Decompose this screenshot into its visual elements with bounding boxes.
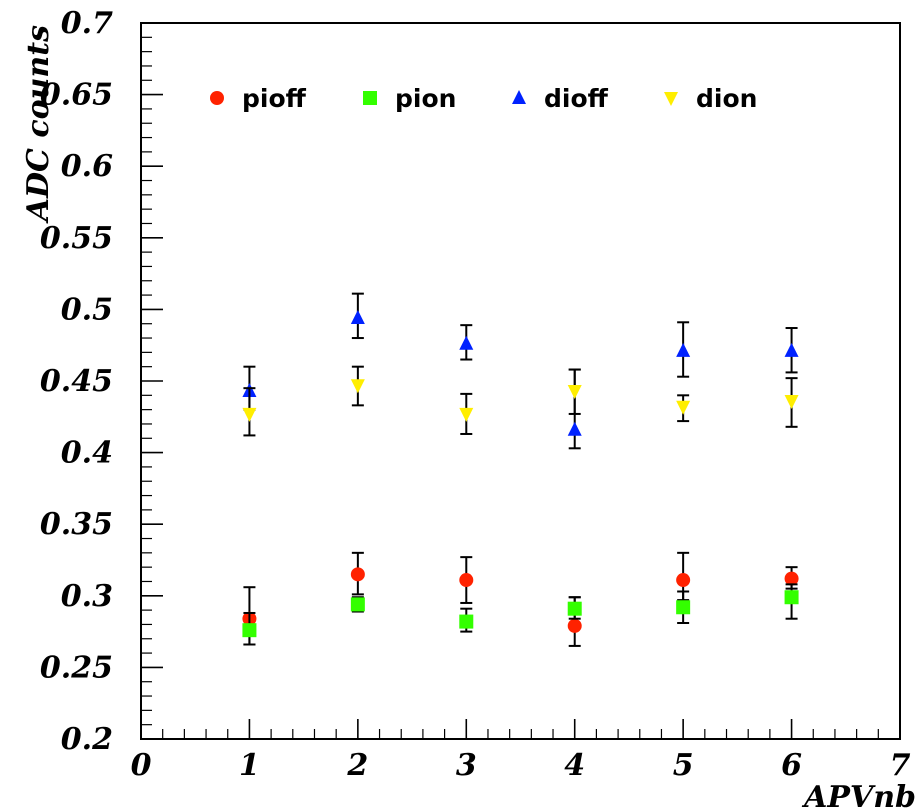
- legend-label-pioff: pioff: [242, 84, 307, 113]
- x-axis-title: APVnb: [801, 780, 916, 812]
- legend: pioff pion dioff dion: [210, 84, 757, 113]
- y-tick-label: 0.4: [61, 436, 113, 471]
- data-point-dion: [350, 379, 365, 394]
- data-point-pion: [459, 614, 474, 629]
- data-point-dioff: [350, 309, 365, 324]
- legend-item-pioff: pioff: [210, 84, 307, 113]
- y-tick-label: 0.25: [40, 650, 113, 685]
- x-tick-label: 6: [781, 748, 802, 783]
- y-tick-label: 0.3: [61, 579, 113, 614]
- data-point-pion: [676, 600, 691, 615]
- legend-marker-pioff: [210, 91, 224, 105]
- data-point-pioff: [676, 573, 691, 588]
- data-point-dioff: [459, 335, 474, 350]
- series-pioff: [242, 551, 799, 647]
- data-point-dion: [459, 407, 474, 422]
- data-point-dioff: [567, 421, 582, 436]
- data-point-dioff: [676, 342, 691, 357]
- y-tick-label: 0.65: [40, 78, 113, 113]
- x-tick-label: 0: [131, 748, 152, 783]
- axis-ticks: [140, 22, 901, 740]
- legend-marker-dion: [664, 92, 678, 106]
- legend-label-dion: dion: [696, 84, 757, 113]
- data-point-pioff: [350, 567, 365, 582]
- y-tick-label: 0.55: [40, 221, 113, 256]
- series-pion: [242, 583, 799, 646]
- series-layer: [242, 292, 799, 647]
- legend-label-dioff: dioff: [544, 84, 609, 113]
- x-tick-labels: 0 1 2 3 4 5 6 7: [131, 748, 911, 783]
- y-tick-label: 0.6: [61, 149, 113, 184]
- x-tick-label: 3: [456, 748, 477, 783]
- data-point-dion: [676, 400, 691, 415]
- data-point-pion: [350, 597, 365, 612]
- x-tick-label: 2: [346, 748, 368, 783]
- legend-marker-dioff: [512, 90, 526, 104]
- x-tick-label: 7: [890, 748, 911, 783]
- data-point-pion: [242, 623, 257, 638]
- legend-label-pion: pion: [395, 84, 456, 113]
- series-dioff: [242, 292, 799, 450]
- legend-item-dioff: dioff: [512, 84, 609, 113]
- x-tick-label: 5: [673, 748, 694, 783]
- series-dion: [242, 365, 799, 437]
- data-point-pioff: [784, 571, 799, 586]
- data-point-pion: [567, 601, 582, 616]
- data-point-pion: [784, 590, 799, 605]
- data-point-dion: [784, 395, 799, 410]
- x-tick-label: 1: [239, 748, 260, 783]
- x-tick-label: 4: [564, 748, 585, 783]
- data-point-dion: [242, 407, 257, 422]
- data-point-pioff: [567, 618, 582, 633]
- data-point-pioff: [459, 573, 474, 588]
- y-tick-label: 0.45: [40, 364, 113, 399]
- y-tick-label: 0.2: [61, 722, 113, 757]
- legend-item-pion: pion: [363, 84, 456, 113]
- y-tick-label: 0.35: [40, 507, 113, 542]
- legend-item-dion: dion: [664, 84, 757, 113]
- legend-marker-pion: [363, 91, 377, 105]
- y-axis-title: ADC counts: [21, 25, 56, 224]
- y-tick-label: 0.7: [61, 6, 113, 41]
- y-tick-label: 0.5: [61, 292, 113, 327]
- data-point-dioff: [784, 342, 799, 357]
- data-point-dion: [567, 385, 582, 400]
- y-tick-labels: 0.2 0.25 0.3 0.35 0.4 0.45 0.5 0.55 0.6 0.65 0.7: [40, 6, 113, 757]
